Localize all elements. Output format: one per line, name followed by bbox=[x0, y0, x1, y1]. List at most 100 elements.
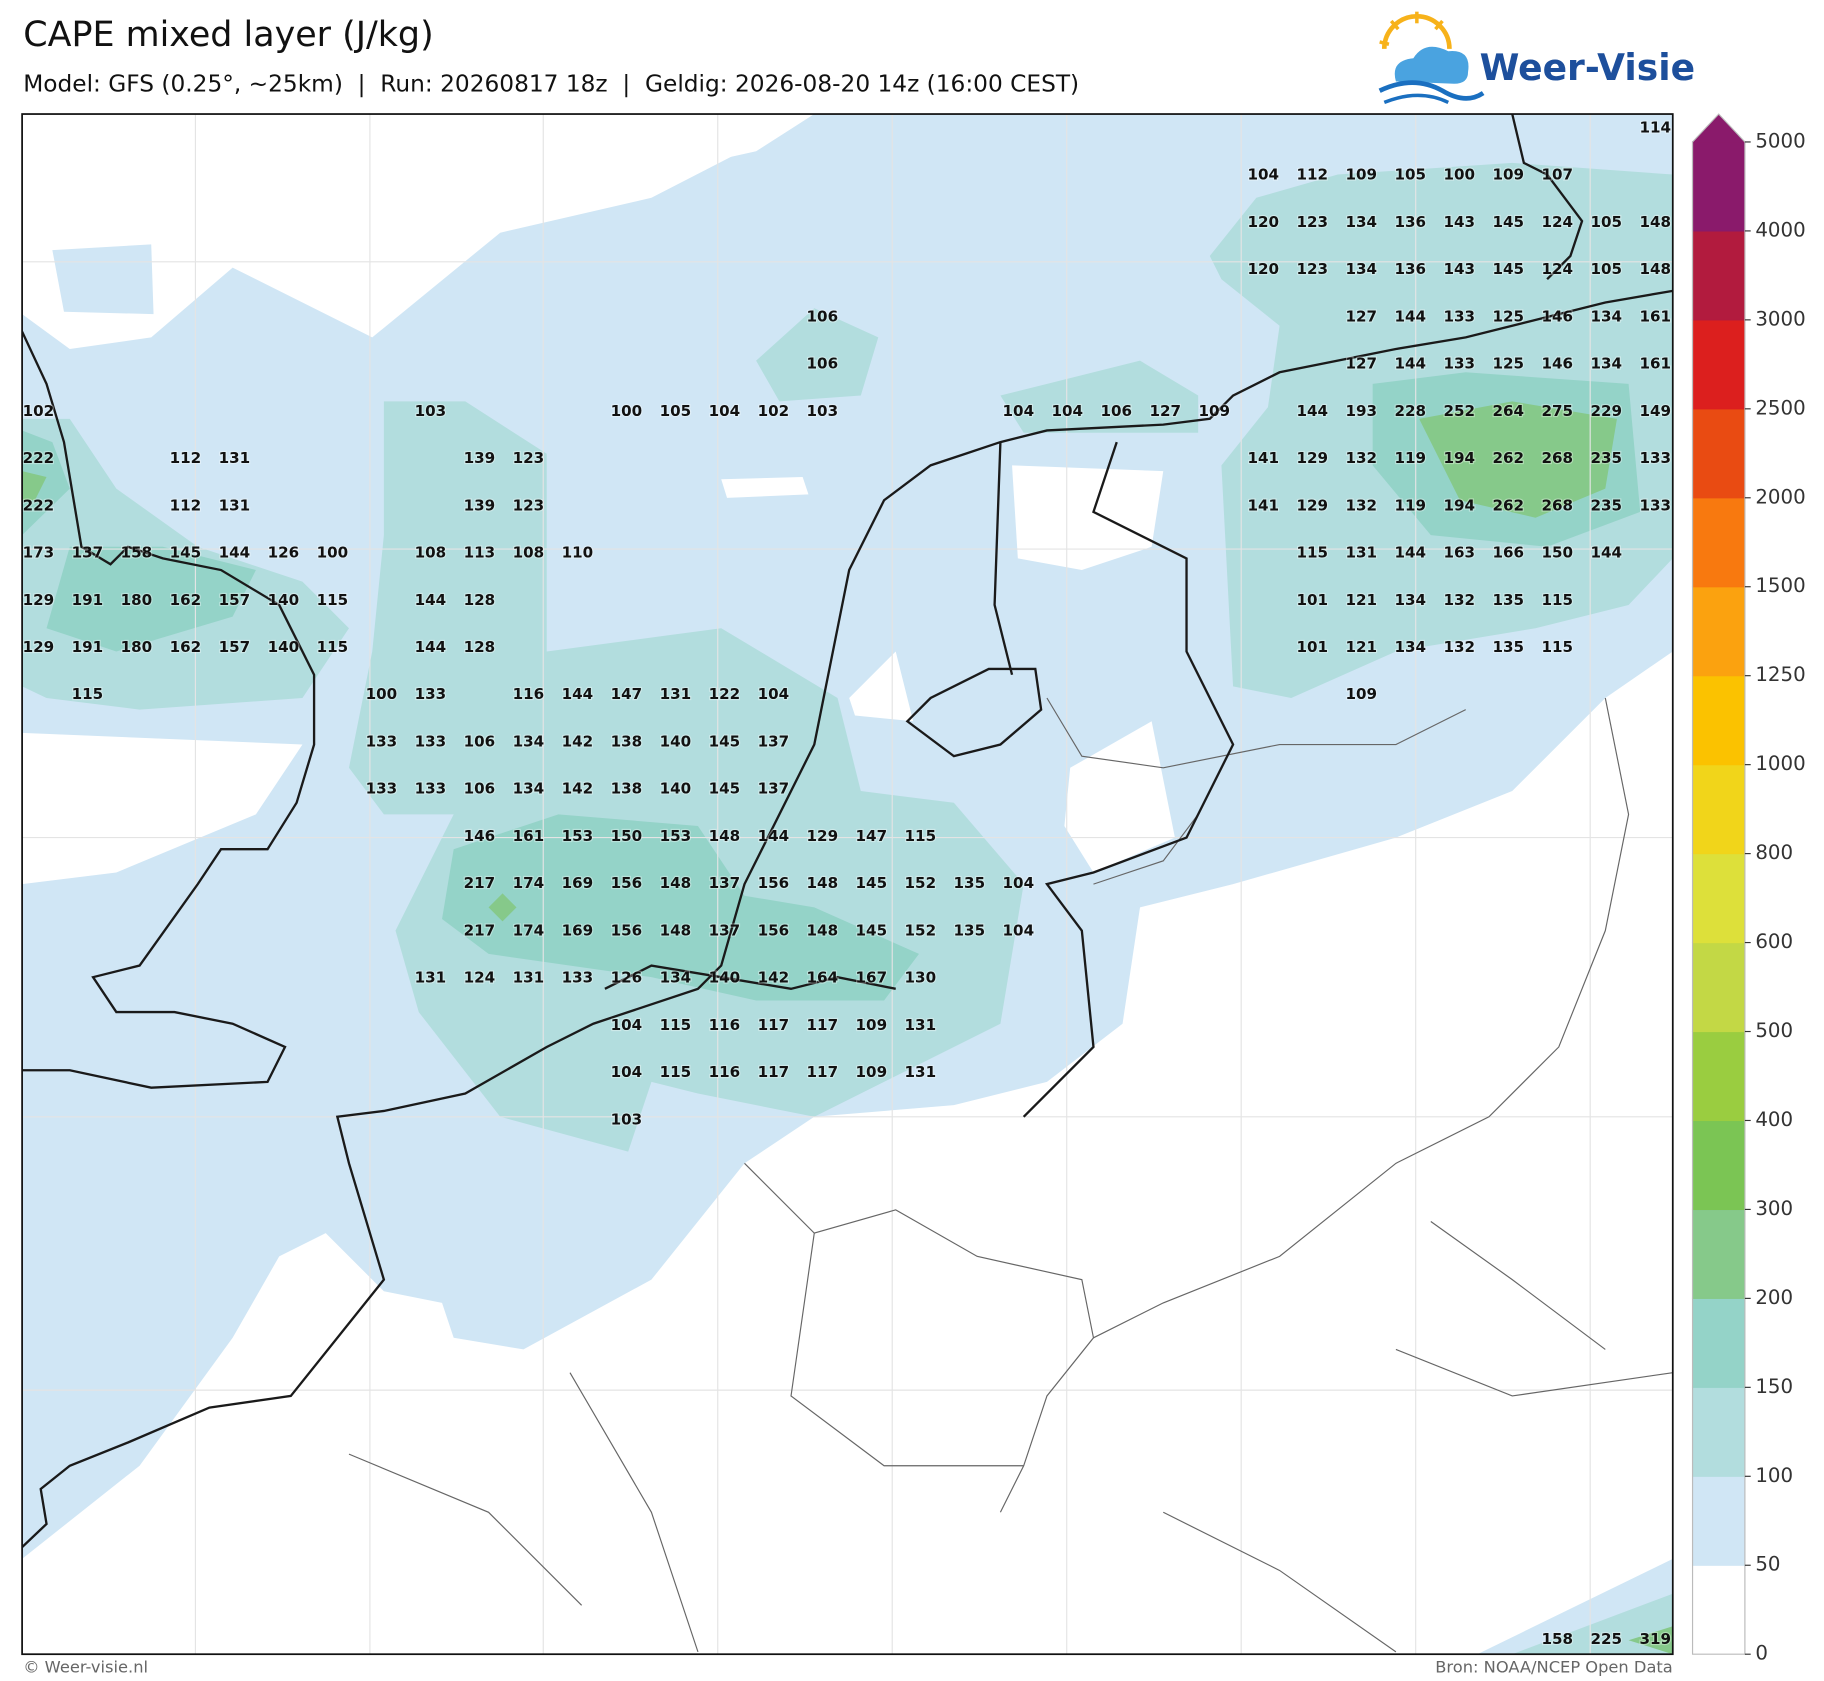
value-label: 194 bbox=[1444, 496, 1476, 514]
value-label: 108 bbox=[415, 544, 447, 562]
value-label: 106 bbox=[807, 307, 839, 325]
value-label: 133 bbox=[415, 685, 447, 703]
value-label: 144 bbox=[758, 827, 790, 845]
value-label: 152 bbox=[905, 921, 937, 939]
value-label: 166 bbox=[1493, 544, 1525, 562]
value-label: 139 bbox=[464, 496, 496, 514]
value-label: 191 bbox=[72, 638, 104, 656]
colorbar-segment bbox=[1691, 941, 1746, 1033]
logo-text: Weer-Visie bbox=[1480, 47, 1695, 89]
value-labels: 114 104 112 109 105 100 109 107 120 123 134 136 143 1… bbox=[22, 117, 1672, 1649]
value-label: 130 bbox=[905, 969, 937, 987]
value-label: 122 bbox=[709, 685, 741, 703]
value-label: 124 bbox=[1542, 213, 1574, 231]
value-label: 106 bbox=[807, 355, 839, 373]
value-label: 102 bbox=[23, 402, 55, 420]
value-label: 156 bbox=[758, 874, 790, 892]
value-label: 262 bbox=[1493, 449, 1525, 467]
value-label: 144 bbox=[415, 591, 447, 609]
value-label: 222 bbox=[23, 496, 55, 514]
value-label: 127 bbox=[1150, 402, 1182, 420]
colorbar-extend bbox=[1692, 114, 1745, 142]
value-label: 105 bbox=[660, 402, 692, 420]
value-label: 141 bbox=[1248, 449, 1280, 467]
source: Bron: NOAA/NCEP Open Data bbox=[1435, 1658, 1673, 1677]
value-label: 102 bbox=[758, 402, 790, 420]
subtitle: Model: GFS (0.25°, ~25km) | Run: 2026081… bbox=[23, 70, 1079, 97]
colorbar-segment bbox=[1691, 853, 1746, 944]
colorbar-tick-label: 1250 bbox=[1755, 663, 1805, 686]
value-label: 120 bbox=[1248, 260, 1280, 278]
value-label: 135 bbox=[1493, 638, 1525, 656]
value-label: 115 bbox=[1542, 638, 1574, 656]
value-label: 156 bbox=[758, 921, 790, 939]
value-label: 148 bbox=[807, 874, 839, 892]
value-label: 174 bbox=[513, 921, 545, 939]
colorbar-segment bbox=[1691, 319, 1746, 410]
colorbar-tick-label: 0 bbox=[1755, 1642, 1768, 1665]
value-label: 123 bbox=[1297, 213, 1329, 231]
colorbar-segment bbox=[1691, 1208, 1746, 1299]
value-label: 157 bbox=[219, 591, 251, 609]
value-label: 145 bbox=[1493, 260, 1525, 278]
value-label: 125 bbox=[1493, 355, 1525, 373]
borders bbox=[348, 697, 1673, 1653]
value-label: 194 bbox=[1444, 449, 1476, 467]
value-label: 109 bbox=[1493, 166, 1525, 184]
value-label: 103 bbox=[807, 402, 839, 420]
value-label: 134 bbox=[513, 780, 545, 798]
value-label: 129 bbox=[1297, 449, 1329, 467]
value-label: 112 bbox=[1297, 166, 1329, 184]
value-label: 133 bbox=[1640, 496, 1672, 514]
value-label: 104 bbox=[1003, 874, 1035, 892]
value-label: 100 bbox=[1444, 166, 1476, 184]
value-label: 126 bbox=[611, 969, 643, 987]
value-label: 252 bbox=[1444, 402, 1476, 420]
value-label: 156 bbox=[611, 921, 643, 939]
value-label: 106 bbox=[1101, 402, 1133, 420]
value-label: 116 bbox=[513, 685, 545, 703]
value-label: 133 bbox=[415, 732, 447, 750]
value-label: 131 bbox=[415, 969, 447, 987]
value-label: 109 bbox=[1199, 402, 1231, 420]
copyright: © Weer-visie.nl bbox=[23, 1658, 148, 1677]
value-label: 134 bbox=[660, 969, 692, 987]
value-label: 134 bbox=[513, 732, 545, 750]
value-label: 229 bbox=[1591, 402, 1623, 420]
value-label: 144 bbox=[415, 638, 447, 656]
value-label: 133 bbox=[562, 969, 594, 987]
value-label: 145 bbox=[1493, 213, 1525, 231]
value-label: 101 bbox=[1297, 591, 1329, 609]
value-label: 150 bbox=[1542, 544, 1574, 562]
value-label: 152 bbox=[905, 874, 937, 892]
value-label: 116 bbox=[709, 1016, 741, 1034]
value-label: 104 bbox=[1248, 166, 1280, 184]
value-label: 119 bbox=[1395, 449, 1427, 467]
value-label: 275 bbox=[1542, 402, 1574, 420]
value-label: 121 bbox=[1346, 591, 1378, 609]
colorbar-segment bbox=[1691, 1564, 1746, 1655]
value-label: 147 bbox=[856, 827, 888, 845]
value-label: 148 bbox=[709, 827, 741, 845]
colorbar-tick-label: 4000 bbox=[1755, 218, 1805, 241]
value-label: 148 bbox=[1640, 213, 1672, 231]
value-label: 133 bbox=[1444, 355, 1476, 373]
value-label: 123 bbox=[1297, 260, 1329, 278]
value-label: 119 bbox=[1395, 496, 1427, 514]
value-label: 162 bbox=[170, 638, 202, 656]
title: CAPE mixed layer (J/kg) bbox=[23, 15, 433, 55]
value-label: 104 bbox=[611, 1016, 643, 1034]
value-label: 109 bbox=[856, 1063, 888, 1081]
value-label: 101 bbox=[1297, 638, 1329, 656]
value-label: 123 bbox=[513, 449, 545, 467]
value-label: 104 bbox=[1052, 402, 1084, 420]
colorbar-segment bbox=[1691, 586, 1746, 677]
value-label: 124 bbox=[1542, 260, 1574, 278]
value-label: 100 bbox=[366, 685, 398, 703]
value-label: 150 bbox=[611, 827, 643, 845]
value-label: 137 bbox=[709, 874, 741, 892]
value-label: 134 bbox=[1395, 638, 1427, 656]
value-label: 146 bbox=[464, 827, 496, 845]
colorbar-segment bbox=[1691, 1297, 1746, 1388]
value-label: 114 bbox=[1640, 119, 1672, 137]
